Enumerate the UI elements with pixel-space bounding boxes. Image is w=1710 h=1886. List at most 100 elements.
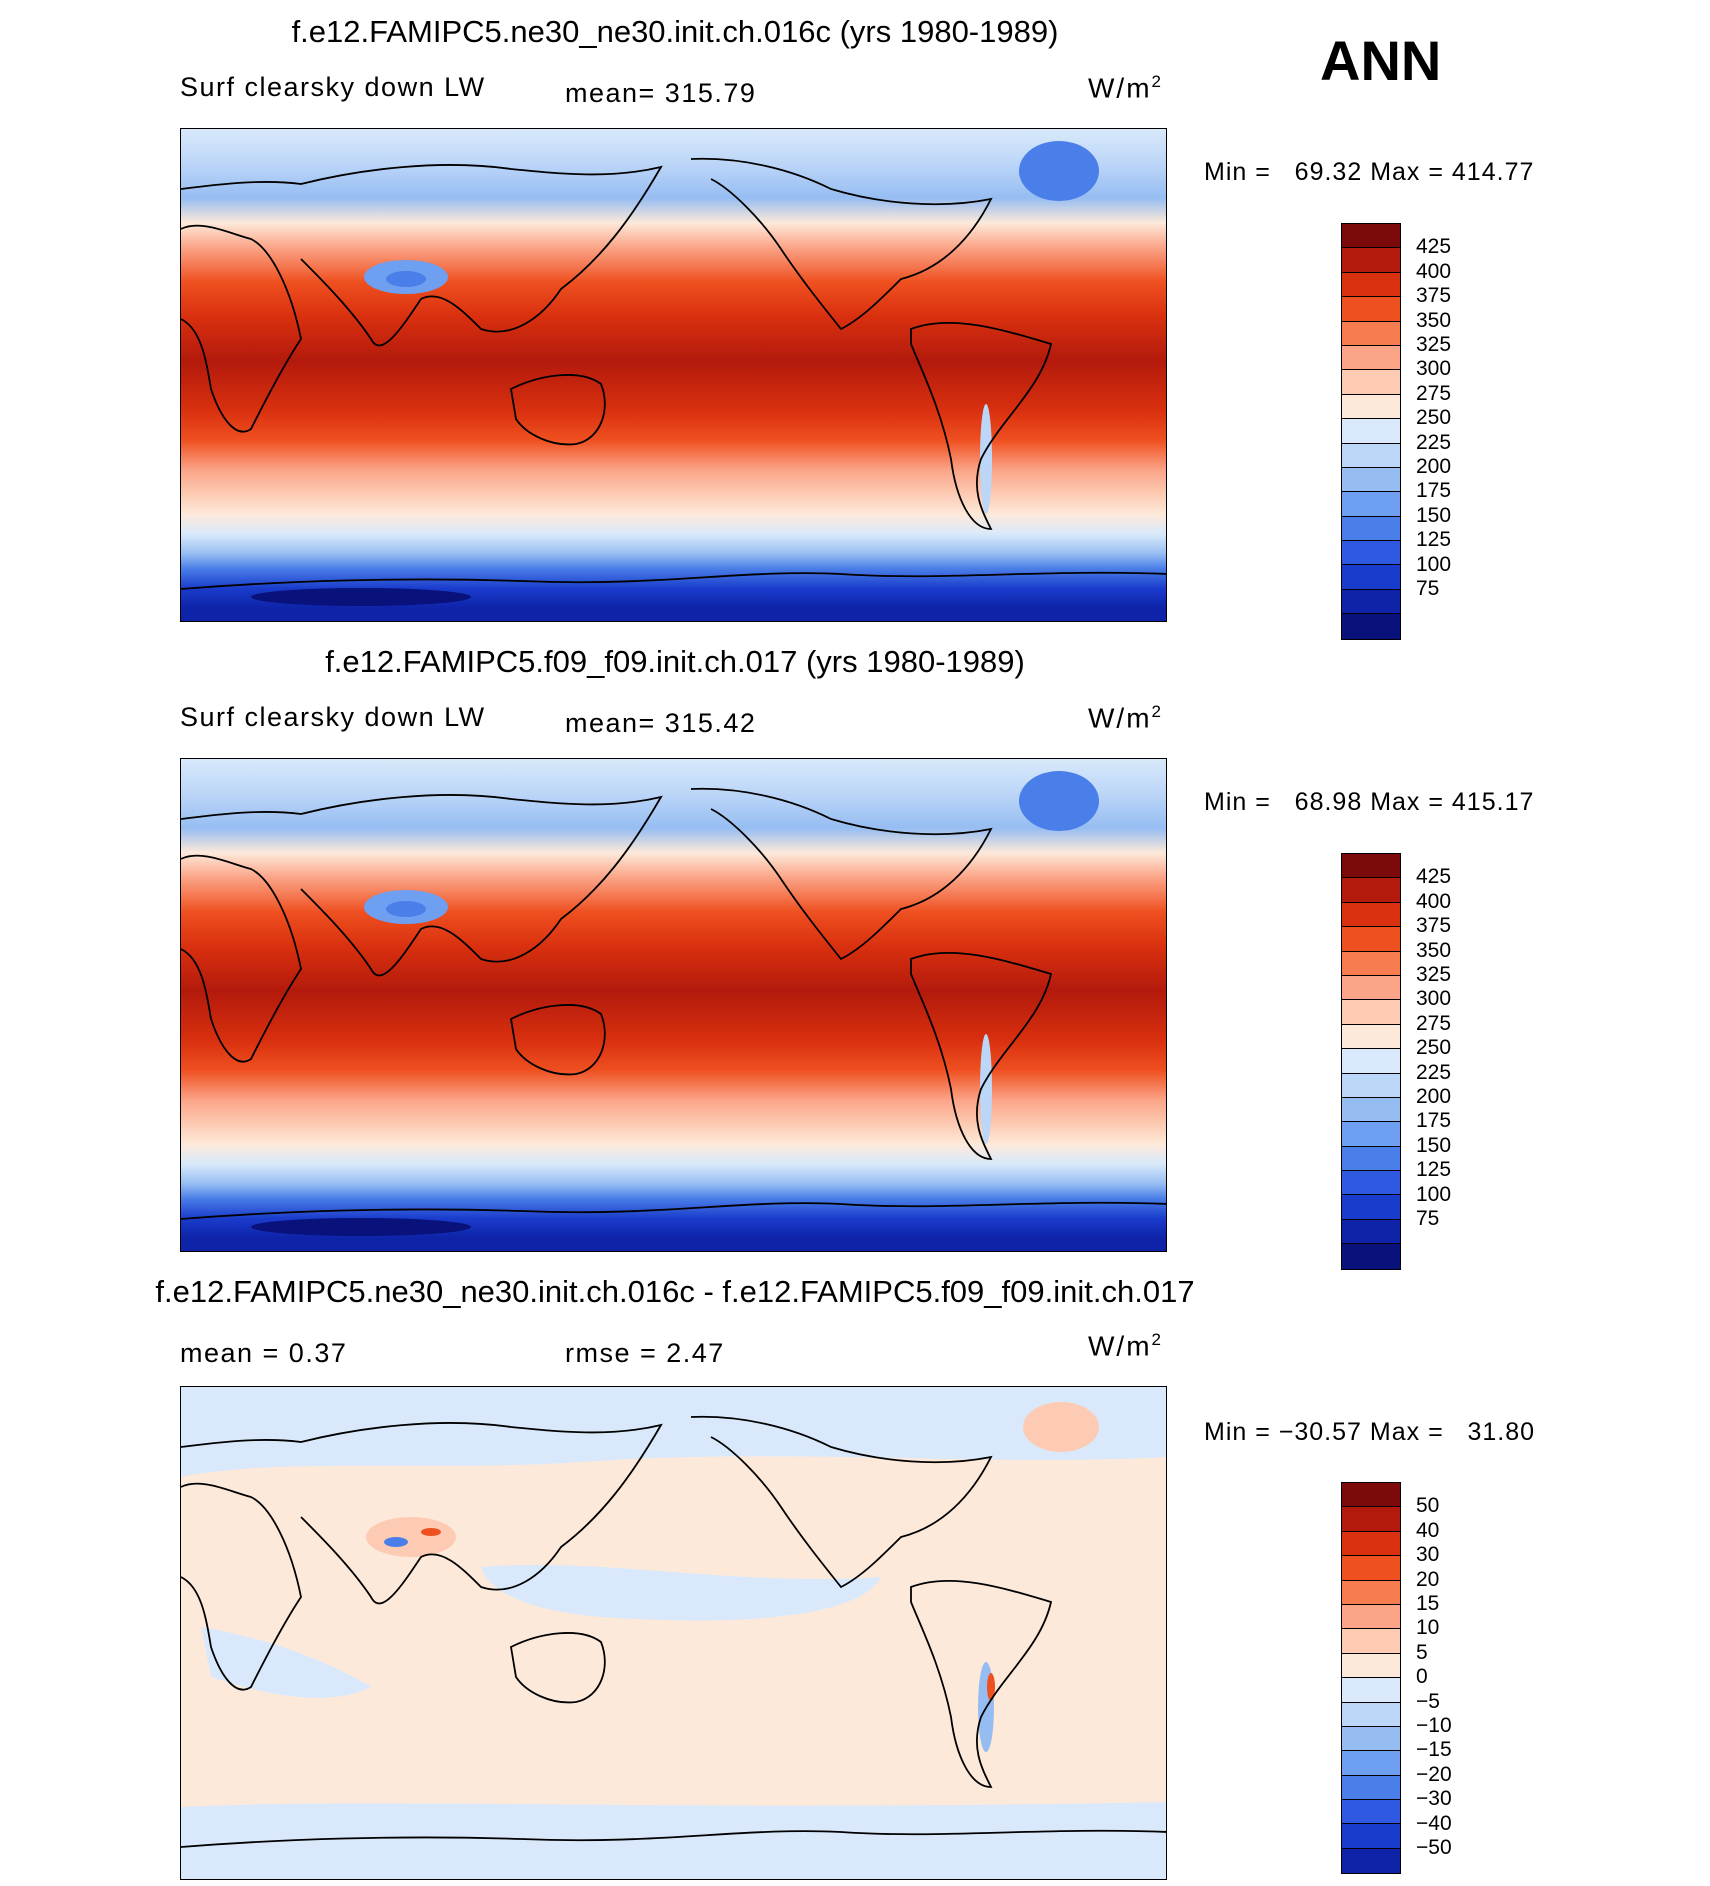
colorbar-swatch	[1342, 1848, 1400, 1874]
greenland-anomaly	[1019, 771, 1099, 831]
colorbar-swatch	[1342, 248, 1400, 273]
colorbar-tick-label: 275	[1416, 381, 1452, 405]
colorbar-swatch	[1342, 1531, 1400, 1557]
panel-3-rmse: rmse = 2.47	[565, 1338, 725, 1368]
panel-2-minmax: Min = 68.98 Max = 415.17	[1204, 788, 1535, 816]
negative-band-north	[181, 1387, 1166, 1477]
colorbar-swatch	[1342, 1122, 1400, 1147]
coastlines	[181, 1415, 1166, 1848]
colorbar-swatch	[1342, 516, 1400, 542]
africa-coast	[181, 854, 302, 1063]
colorbar-tick-label: 300	[1416, 357, 1452, 381]
colorbar-swatch	[1342, 1097, 1400, 1123]
negative-band-indian	[201, 1627, 371, 1698]
colorbar-tick-label: 225	[1416, 430, 1452, 454]
season-label: ANN	[1320, 29, 1442, 92]
colorbar-tick-label: 350	[1416, 938, 1452, 962]
colorbar-swatch	[1342, 589, 1400, 615]
africa-coast	[181, 224, 302, 433]
panel-2-mean: mean= 315.42	[565, 708, 757, 738]
colorbar-swatch	[1342, 1824, 1400, 1849]
colorbar-swatch	[1342, 1049, 1400, 1074]
colorbar-tick-label: 200	[1416, 455, 1452, 478]
panel-2-map	[180, 758, 1167, 1252]
andes-anomaly	[980, 404, 992, 514]
colorbar-swatch	[1342, 1244, 1400, 1269]
colorbar-swatch	[1342, 1024, 1400, 1050]
colorbar-tick-label: 375	[1416, 914, 1452, 938]
eurasia-coast	[181, 164, 663, 347]
colorbar-swatch	[1342, 321, 1400, 346]
colorbar-swatch	[1342, 1195, 1400, 1220]
colorbar-tick-label: 225	[1416, 1060, 1452, 1084]
colorbar-swatch	[1342, 272, 1400, 298]
negative-band-south	[181, 1802, 1166, 1879]
panel-2-variable: Surf clearsky down LW	[180, 702, 486, 732]
australia-coast	[510, 374, 606, 446]
colorbar-swatch	[1342, 1751, 1400, 1776]
colorbar-tick-label: 375	[1416, 284, 1452, 308]
panel-3-minmax: Min = −30.57 Max = 31.80	[1204, 1418, 1536, 1446]
colorbar-tick-label: 425	[1416, 865, 1452, 889]
panel-3-units: W/m2	[1088, 1330, 1163, 1362]
antarctic-low	[251, 588, 471, 606]
coastlines	[181, 787, 1166, 1220]
colorbar-swatch	[1342, 975, 1400, 1001]
colorbar-tick-label: 325	[1416, 333, 1452, 356]
colorbar-swatch	[1342, 1702, 1400, 1727]
colorbar-tick-label: −30	[1416, 1787, 1452, 1811]
panel-1-minmax: Min = 69.32 Max = 414.77	[1204, 158, 1535, 186]
colorbar-swatch	[1342, 1726, 1400, 1752]
colorbar-swatch	[1342, 854, 1400, 879]
colorbar-swatch	[1342, 345, 1400, 371]
north-america-coast	[690, 157, 993, 331]
panel-1-colorbar	[1341, 223, 1401, 640]
colorbar-tick-label: 100	[1416, 1182, 1452, 1206]
antarctic-low	[251, 1218, 471, 1236]
colorbar-tick-label: −50	[1416, 1836, 1452, 1859]
colorbar-swatch	[1342, 878, 1400, 903]
colorbar-swatch	[1342, 443, 1400, 468]
colorbar-tick-label: 175	[1416, 1109, 1452, 1133]
colorbar-swatch	[1342, 565, 1400, 590]
colorbar-tick-label: 325	[1416, 963, 1452, 986]
panel-3-colorbar	[1341, 1482, 1401, 1875]
colorbar-swatch	[1342, 1507, 1400, 1532]
colorbar-swatch	[1342, 541, 1400, 566]
field-background	[181, 759, 1166, 1251]
coastlines	[181, 157, 1166, 590]
colorbar-tick-label: 250	[1416, 1036, 1452, 1060]
colorbar-swatch	[1342, 951, 1400, 976]
greenland-positive	[1023, 1402, 1099, 1452]
colorbar-swatch	[1342, 614, 1400, 639]
panel-2-colorbar	[1341, 853, 1401, 1270]
colorbar-swatch	[1342, 1604, 1400, 1630]
panel-1-variable: Surf clearsky down LW	[180, 72, 486, 102]
panel-1-map	[180, 128, 1167, 622]
colorbar-swatch	[1342, 1483, 1400, 1508]
colorbar-tick-label: 350	[1416, 308, 1452, 332]
colorbar-tick-label: 300	[1416, 987, 1452, 1011]
colorbar-tick-label: 20	[1416, 1567, 1440, 1591]
south-america-coast	[910, 321, 1053, 530]
colorbar-tick-label: 200	[1416, 1085, 1452, 1108]
colorbar-tick-label: 400	[1416, 259, 1452, 283]
colorbar-tick-label: −20	[1416, 1762, 1452, 1786]
eurasia-coast	[181, 1422, 663, 1605]
panel-2-title: f.e12.FAMIPC5.f09_f09.init.ch.017 (yrs 1…	[325, 644, 1025, 679]
colorbar-swatch	[1342, 1800, 1400, 1825]
colorbar-tick-label: −5	[1416, 1689, 1440, 1713]
negative-band-tropical	[481, 1564, 881, 1621]
colorbar-swatch	[1342, 394, 1400, 420]
colorbar-swatch	[1342, 1556, 1400, 1581]
colorbar-swatch	[1342, 1775, 1400, 1801]
antarctica-coast	[181, 571, 1166, 590]
north-america-coast	[690, 787, 993, 961]
tibet-noise	[366, 1517, 456, 1557]
colorbar-swatch	[1342, 419, 1400, 444]
colorbar-swatch	[1342, 1580, 1400, 1605]
colorbar-tick-label: −10	[1416, 1714, 1452, 1737]
colorbar-swatch	[1342, 370, 1400, 395]
colorbar-tick-label: 40	[1416, 1518, 1440, 1542]
colorbar-tick-label: 275	[1416, 1011, 1452, 1035]
